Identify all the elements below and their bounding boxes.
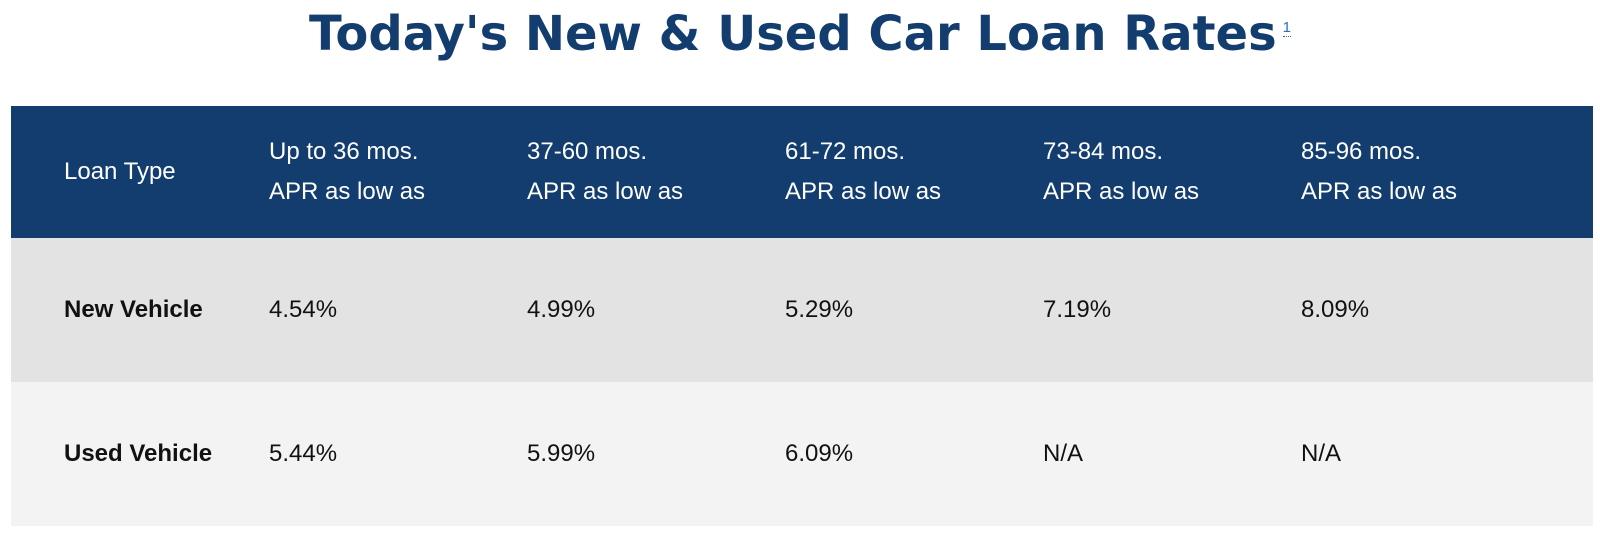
table-header-row: Loan Type Up to 36 mos. APR as low as 37… [11, 106, 1593, 238]
rate-cell: 5.99% [527, 440, 596, 467]
rate-cell: 7.19% [1043, 296, 1112, 323]
rate-cell: 8.09% [1301, 296, 1370, 323]
header-apr-label: APR as low as [527, 178, 684, 205]
header-term-60: 37-60 mos. APR as low as [527, 106, 785, 238]
header-term-label: Up to 36 mos. [269, 138, 419, 165]
header-term-96: 85-96 mos. APR as low as [1301, 106, 1593, 238]
header-apr-label: APR as low as [269, 178, 426, 205]
page-title: Today's New & Used Car Loan Rates 1 [309, 6, 1291, 62]
rate-cell: 5.44% [269, 440, 338, 467]
title-area: Today's New & Used Car Loan Rates 1 [0, 0, 1600, 72]
rate-cell: 4.99% [527, 296, 596, 323]
rate-cell: 5.29% [785, 296, 854, 323]
header-label: Loan Type [64, 158, 176, 185]
header-term-label: 61-72 mos. [785, 138, 906, 165]
rate-cell: N/A [1043, 440, 1084, 467]
rate-cell: N/A [1301, 440, 1342, 467]
header-term-72: 61-72 mos. APR as low as [785, 106, 1043, 238]
rate-cell: 6.09% [785, 440, 854, 467]
header-apr-label: APR as low as [1301, 178, 1458, 205]
footnote-link[interactable]: 1 [1282, 19, 1291, 37]
row-label: Used Vehicle [64, 440, 213, 467]
header-apr-label: APR as low as [785, 178, 942, 205]
table-row-used-vehicle: Used Vehicle 5.44% 5.99% 6.09% N/A N/A [11, 382, 1593, 526]
header-term-84: 73-84 mos. APR as low as [1043, 106, 1301, 238]
header-term-label: 73-84 mos. [1043, 138, 1164, 165]
page-title-text: Today's New & Used Car Loan Rates [308, 6, 1277, 62]
rate-cell: 4.54% [269, 296, 338, 323]
header-apr-label: APR as low as [1043, 178, 1200, 205]
row-label: New Vehicle [64, 296, 203, 323]
header-term-36: Up to 36 mos. APR as low as [269, 106, 527, 238]
header-term-label: 85-96 mos. [1301, 138, 1422, 165]
table-row-new-vehicle: New Vehicle 4.54% 4.99% 5.29% 7.19% 8.09… [11, 238, 1593, 382]
rates-table: Loan Type Up to 36 mos. APR as low as 37… [11, 106, 1593, 526]
header-loan-type: Loan Type [11, 106, 269, 238]
header-term-label: 37-60 mos. [527, 138, 648, 165]
